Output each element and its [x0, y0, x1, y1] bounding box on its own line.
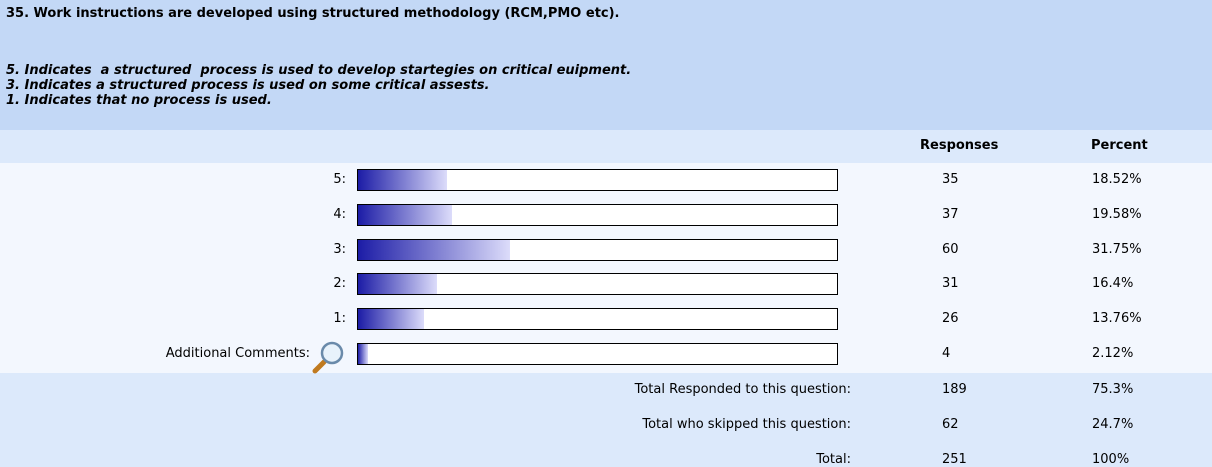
total-responses: 251: [942, 452, 967, 467]
response-rows: [0, 163, 1212, 373]
totals: [0, 373, 1212, 467]
column-header: [0, 130, 1212, 163]
note: 3. Indicates a structured process is use…: [6, 78, 490, 93]
row-label: 1:: [333, 311, 346, 327]
bar: [358, 204, 452, 225]
column-title: Responses: [920, 138, 999, 153]
row-label: 4:: [333, 206, 346, 222]
responses: 26: [942, 311, 959, 327]
total-responses: 189: [942, 382, 967, 397]
responses: 60: [942, 241, 959, 257]
percent: 31.75%: [1092, 241, 1142, 257]
responses: 4: [942, 346, 951, 361]
magnifier-icon[interactable]: [312, 340, 346, 374]
bar-track: [357, 343, 838, 365]
question-header: [0, 0, 1212, 130]
total-label: Total:: [816, 452, 851, 467]
row-label: Additional Comments:: [165, 346, 310, 361]
total-percent: 75.3%: [1092, 382, 1134, 397]
total-percent: 24.7%: [1092, 417, 1134, 432]
bar: [358, 239, 511, 260]
bar: [358, 309, 424, 330]
note: 5. Indicates a structured process is use…: [6, 63, 632, 78]
total-responses: 62: [942, 417, 959, 432]
percent: 18.52%: [1092, 172, 1142, 187]
bar-track: [357, 238, 838, 261]
bar: [358, 344, 369, 364]
total-label: Total who skipped this question:: [642, 417, 851, 432]
bar: [358, 274, 437, 295]
percent: 13.76%: [1092, 311, 1142, 327]
responses: 37: [942, 206, 959, 222]
responses: 35: [942, 172, 959, 187]
percent: 16.4%: [1092, 276, 1134, 292]
bar-track: [357, 273, 838, 296]
percent: 19.58%: [1092, 206, 1142, 222]
row-label: 2:: [333, 276, 346, 292]
column-title: Percent: [1091, 138, 1148, 153]
total-percent: 100%: [1092, 452, 1130, 467]
row-label: 3:: [333, 241, 346, 257]
question-title: 35. Work instructions are developed usin…: [6, 6, 620, 21]
bar-track: [357, 308, 838, 331]
row-label: 5:: [333, 172, 346, 187]
total-label: Total Responded to this question:: [634, 382, 851, 397]
bar-track: [357, 169, 838, 191]
bar: [358, 170, 447, 190]
percent: 2.12%: [1092, 346, 1134, 361]
bar-track: [357, 203, 838, 226]
responses: 31: [942, 276, 959, 292]
note: 1. Indicates that no process is used.: [6, 93, 272, 108]
